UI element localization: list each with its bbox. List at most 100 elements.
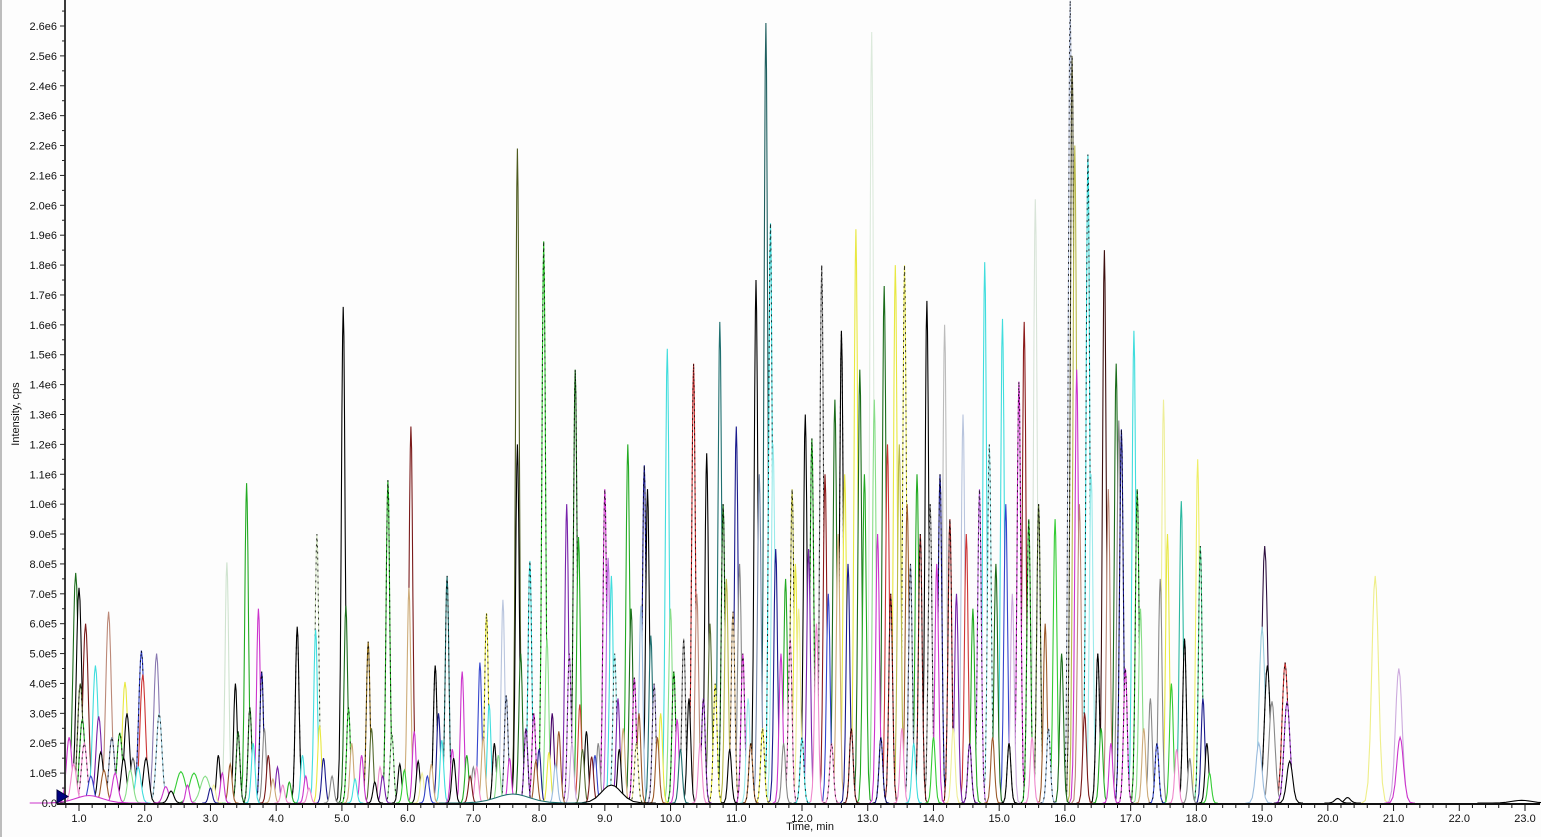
peak-trace [1201, 771, 1218, 804]
peak-trace [721, 749, 738, 804]
peak-trace-dash-overlay [665, 671, 683, 804]
peak-trace [1245, 741, 1273, 804]
peak-trace-dash-overlay [931, 474, 949, 804]
x-tick-label: 5.0 [334, 813, 349, 825]
x-tick-label: 16.0 [1054, 813, 1075, 825]
y-tick-label: 2.0e6 [29, 200, 57, 212]
peak-trace-dash-overlay [359, 641, 377, 804]
peak-trace [944, 728, 962, 804]
origin-marker-icon [56, 789, 69, 804]
peak-trace [1135, 728, 1153, 804]
x-tick-label: 14.0 [923, 813, 944, 825]
y-tick-label: 1.9e6 [29, 230, 57, 242]
x-tick-label: 20.0 [1317, 813, 1338, 825]
x-tick-label: 9.0 [597, 813, 612, 825]
peak-trace-dash-overlay [707, 683, 724, 804]
x-axis-title: Time, min [786, 821, 834, 833]
x-tick-label: 11.0 [726, 813, 747, 825]
y-tick-label: 5.0e5 [29, 649, 57, 661]
peak-trace [925, 737, 942, 804]
peak-trace-dash-overlay [882, 593, 900, 804]
peak-trace [1360, 575, 1390, 804]
x-tick-label: 13.0 [857, 813, 878, 825]
peak-trace [158, 790, 184, 804]
y-tick-label: 6.0e5 [29, 619, 57, 631]
peak-trace-dash-overlay [1020, 519, 1038, 804]
peak-trace-dash-overlay [754, 728, 771, 804]
peak-trace-dash-overlay [872, 737, 890, 804]
peak-trace-dash-overlay [793, 737, 811, 804]
peak-trace [1181, 758, 1199, 804]
y-tick-label: 3.0e5 [29, 708, 57, 720]
x-tick-label: 8.0 [531, 813, 546, 825]
peak-trace [649, 737, 666, 804]
peak-trace-dash-overlay [1079, 154, 1097, 804]
peak-trace [419, 774, 436, 804]
y-tick-label: 1.6e6 [29, 320, 57, 332]
peak-trace-dash-overlay [823, 743, 840, 804]
x-tick-label: 15.0 [988, 813, 1009, 825]
peak-trace [1076, 713, 1093, 804]
peak-trace [438, 793, 587, 804]
axes-group: 0.0 1.0e5 2.0e5 3.0e5 4.0e5 5.0e5 6.0e5 7.0e5 8.… [29, 0, 1540, 825]
peak-trace [563, 743, 581, 804]
peak-trace-dash-overlay [762, 223, 779, 804]
peak-trace [808, 623, 825, 804]
y-tick-label: 1.0e5 [29, 768, 57, 780]
y-tick-label: 7.0e5 [29, 589, 57, 601]
x-tick-label: 3.0 [203, 813, 218, 825]
y-tick-label: 2.3e6 [29, 111, 57, 123]
peak-trace [1117, 668, 1134, 804]
x-tick-label: 6.0 [400, 813, 415, 825]
peak-trace-dash-overlay [438, 575, 456, 804]
y-tick-label: 2.4e6 [29, 81, 57, 93]
y-tick-label: 2.0e5 [29, 738, 57, 750]
x-tick-label: 19.0 [1251, 813, 1272, 825]
peak-trace-dash-overlay [1113, 429, 1130, 804]
peak-trace [300, 787, 318, 804]
y-tick-label: 1.0e6 [29, 499, 57, 511]
peak-trace [29, 794, 148, 804]
peak-trace [179, 784, 196, 804]
peak-trace [1276, 759, 1303, 804]
peak-trace [1385, 735, 1415, 804]
peak-trace-dash-overlay [1000, 743, 1018, 804]
peak-trace [1023, 737, 1041, 804]
peak-trace [1477, 799, 1541, 804]
peak-trace [445, 758, 462, 804]
peak-trace [366, 780, 384, 804]
trace-group [29, 0, 1541, 804]
peak-trace [775, 743, 792, 804]
y-tick-label: 9.0e5 [29, 529, 57, 541]
y-tick-label: 8.0e5 [29, 559, 57, 571]
peak-trace [244, 743, 262, 804]
peak-trace [984, 737, 1001, 804]
peak-trace-dash-overlay [379, 480, 397, 804]
peak-trace [323, 774, 341, 804]
peak-trace [202, 787, 219, 804]
y-tick-label: 2.2e6 [29, 141, 57, 153]
x-tick-label: 1.0 [71, 813, 86, 825]
x-tick-label: 22.0 [1449, 813, 1470, 825]
x-tick-label: 17.0 [1120, 813, 1141, 825]
peak-trace-dash-overlay [253, 671, 270, 804]
peak-trace [1092, 728, 1110, 804]
peak-trace-dash-overlay [606, 653, 624, 804]
x-tick-label: 21.0 [1383, 813, 1404, 825]
x-tick-label: 23.0 [1514, 813, 1535, 825]
x-tick-label: 2.0 [137, 813, 152, 825]
peak-trace [547, 761, 564, 804]
y-tick-label: 1.1e6 [29, 469, 57, 481]
y-tick-label: 1.5e6 [29, 350, 57, 362]
peak-trace [264, 777, 282, 804]
x-tick-label: 10.0 [660, 813, 681, 825]
y-tick-label: 2.6e6 [29, 21, 57, 33]
peak-trace-dash-overlay [902, 563, 919, 804]
peak-trace-dash-overlay [560, 653, 578, 804]
y-tick-label: 1.7e6 [29, 290, 57, 302]
y-tick-label: 1.8e6 [29, 260, 57, 272]
peak-trace-dash-overlay [921, 504, 939, 804]
peak-trace [567, 784, 656, 804]
